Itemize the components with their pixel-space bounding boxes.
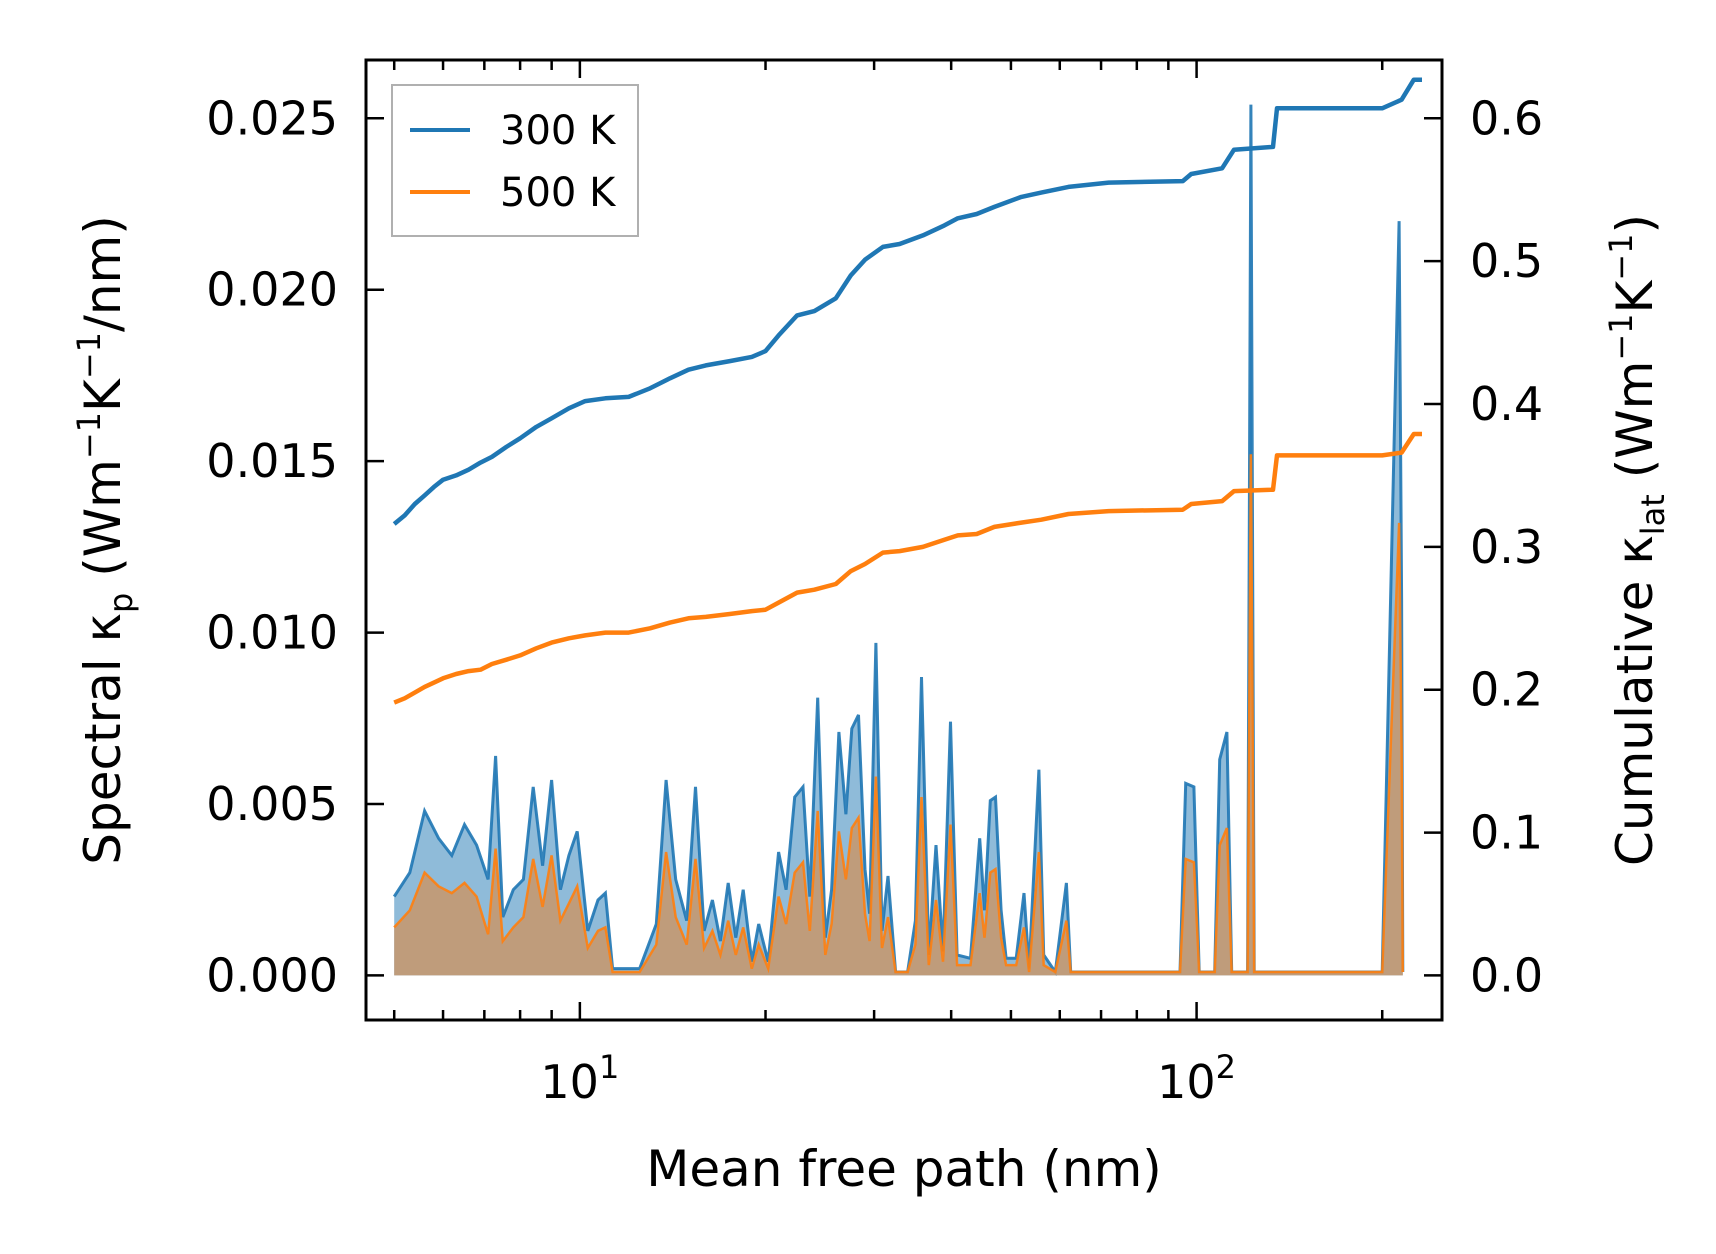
y-right-label-sup-2: −1 [1602,234,1640,281]
y-right-label-sub: lat [1634,494,1672,535]
y-right-tick-label: 0.6 [1470,91,1543,145]
y-right-tick-label: 0.5 [1470,234,1543,288]
y-right-label-rest-3: ) [1606,214,1664,234]
x-axis-title: Mean free path (nm) [646,1140,1162,1198]
y-left-tick-label: 0.000 [206,948,338,1002]
plot-frame [364,58,1444,1022]
cumulative-line-300k [392,77,1422,526]
legend-box [391,84,639,237]
y-left-label-rest-1: (Wm [74,459,132,593]
legend-label-300k: 300 K [500,108,617,154]
x-axis-label: Mean free path (nm) [646,1140,1162,1198]
plot-area [392,77,1422,977]
y-right-tick-label: 0.0 [1470,948,1543,1002]
y-right-label-rest-2: K [1606,279,1664,313]
y-left-label-sup-1: −1 [70,412,108,459]
y-left-label-rest-3: /nm) [74,215,132,332]
y-right-tick-label: 0.1 [1470,806,1543,860]
y-right-label-main: Cumulative κ [1606,535,1664,866]
y-left-label-rest-2: K [74,378,132,412]
y-left-label-sub: p [102,593,140,613]
spectral-line-500k [393,454,1405,974]
y-left-tick-label: 0.015 [206,434,338,488]
x-tick-label: 102 [1157,1048,1236,1109]
y-right-label-sup-1: −1 [1602,313,1640,360]
y-left-tick-label: 0.020 [206,263,338,317]
y-right-tick-label: 0.4 [1470,377,1543,431]
y-axis-left-title: Spectral κp (Wm−1K−1/nm) [70,215,140,865]
y-right-tick-label: 0.3 [1470,520,1543,574]
spectral-area-500k [394,454,1403,976]
cumulative-line-500k [393,431,1422,705]
legend-label-500k: 500 K [500,170,617,216]
y-left-tick-label: 0.005 [206,777,338,831]
legend: 300 K 500 K [391,84,639,237]
y-axis-right-title: Cumulative κlat (Wm−1K−1) [1602,214,1672,866]
y-left-tick-label: 0.010 [206,606,338,660]
axis-ticks: 101 102 0.000 0.005 0.010 0.015 0.020 0.025 0.0 0… [206,60,1543,1109]
y-left-label-sup-2: −1 [70,332,108,379]
y-right-label-rest-1: (Wm [1606,361,1664,495]
y-left-tick-label: 0.025 [206,91,338,145]
y-right-tick-label: 0.2 [1470,663,1543,717]
x-tick-label: 101 [540,1048,619,1109]
y-left-label-main: Spectral κ [74,613,132,865]
